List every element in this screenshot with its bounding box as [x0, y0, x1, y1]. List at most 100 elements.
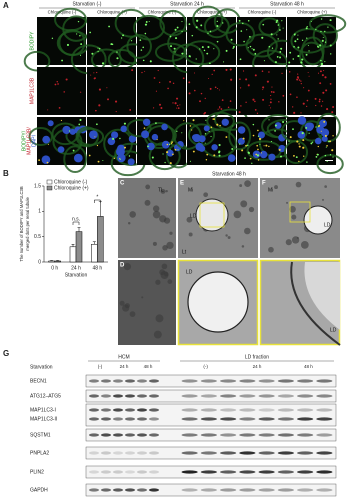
dot	[176, 104, 179, 107]
dot	[56, 81, 58, 83]
band	[181, 417, 198, 421]
dot	[303, 87, 305, 89]
dot	[274, 124, 277, 127]
group-header: Starvation 48 h	[270, 1, 304, 7]
band	[316, 394, 333, 398]
nucleus	[120, 125, 128, 133]
dot	[174, 148, 177, 151]
lane-label: 48 h	[304, 364, 313, 369]
dot	[247, 84, 250, 87]
dot	[254, 108, 257, 111]
dot	[331, 111, 334, 114]
y-tick-label: 1.5	[34, 183, 41, 189]
tubule	[126, 118, 152, 138]
tubule	[258, 17, 281, 36]
protein-label: MAP1LC3-II	[30, 416, 57, 422]
dot	[276, 34, 278, 36]
dot	[278, 101, 280, 103]
band	[124, 433, 136, 437]
protein-label: PLIN2	[30, 469, 44, 475]
significance-bracket	[72, 221, 80, 225]
error-bar	[77, 227, 81, 232]
dot	[324, 134, 327, 137]
dot	[322, 36, 324, 39]
dot	[170, 142, 173, 145]
x-axis-title: Starvation	[65, 272, 88, 278]
dot	[255, 153, 258, 156]
dot	[111, 43, 114, 46]
band	[258, 394, 275, 398]
band	[316, 433, 333, 437]
band	[200, 408, 217, 412]
dot	[91, 52, 94, 55]
dot	[164, 161, 166, 164]
row-label: BODIPY/	[21, 130, 27, 151]
dot	[297, 34, 299, 36]
organelle	[274, 185, 278, 190]
dot	[297, 46, 300, 49]
treatment-header: Chloroquine (+)	[297, 10, 327, 15]
dot	[60, 119, 62, 122]
organelle	[295, 181, 302, 188]
tubule	[159, 9, 187, 37]
legend-label: Chloroquine (-)	[54, 179, 88, 185]
dot	[325, 146, 327, 148]
dot	[214, 86, 217, 89]
organelle	[129, 311, 136, 318]
tubule	[154, 42, 187, 62]
dot	[317, 72, 320, 74]
nucleus	[320, 128, 330, 137]
dot	[141, 71, 143, 74]
dot	[239, 143, 241, 145]
dot	[145, 21, 148, 23]
dot	[96, 71, 98, 74]
dot	[139, 39, 142, 41]
nucleus	[147, 142, 155, 151]
dot	[216, 40, 219, 43]
dot	[213, 69, 216, 72]
dot	[240, 105, 242, 107]
band	[148, 488, 160, 492]
dot	[220, 108, 223, 110]
dot	[113, 157, 116, 159]
protein-label: SQSTM1	[30, 432, 51, 438]
dot	[325, 89, 328, 92]
dot	[176, 130, 178, 133]
dot	[129, 109, 132, 111]
bar	[54, 260, 61, 263]
band	[181, 451, 198, 455]
dot	[244, 157, 246, 159]
dot	[315, 126, 317, 128]
band	[148, 408, 160, 412]
band	[258, 379, 275, 383]
dot	[296, 96, 298, 98]
band	[88, 408, 100, 412]
band	[136, 394, 148, 398]
dot	[242, 137, 245, 140]
dot	[231, 148, 234, 150]
dot	[108, 25, 110, 28]
dot	[320, 62, 324, 66]
error-bar	[50, 260, 54, 261]
dot	[319, 82, 322, 85]
protein-label: GAPDH	[30, 487, 48, 493]
nucleus	[258, 131, 265, 139]
error-bar	[71, 244, 75, 247]
dot	[249, 157, 252, 160]
organelle	[233, 210, 242, 219]
significance-bracket	[94, 199, 101, 203]
dot	[324, 154, 327, 157]
dot	[254, 100, 256, 103]
row-label: MAP1LC3B/	[26, 127, 32, 155]
dot	[315, 28, 317, 31]
dot	[270, 140, 272, 142]
dot	[140, 49, 143, 51]
dot	[207, 45, 210, 49]
dot	[119, 158, 121, 161]
dot	[307, 71, 309, 73]
dot	[330, 53, 332, 55]
nucleus	[195, 142, 204, 151]
dot	[79, 54, 82, 56]
dot	[247, 47, 249, 49]
band	[100, 433, 112, 437]
